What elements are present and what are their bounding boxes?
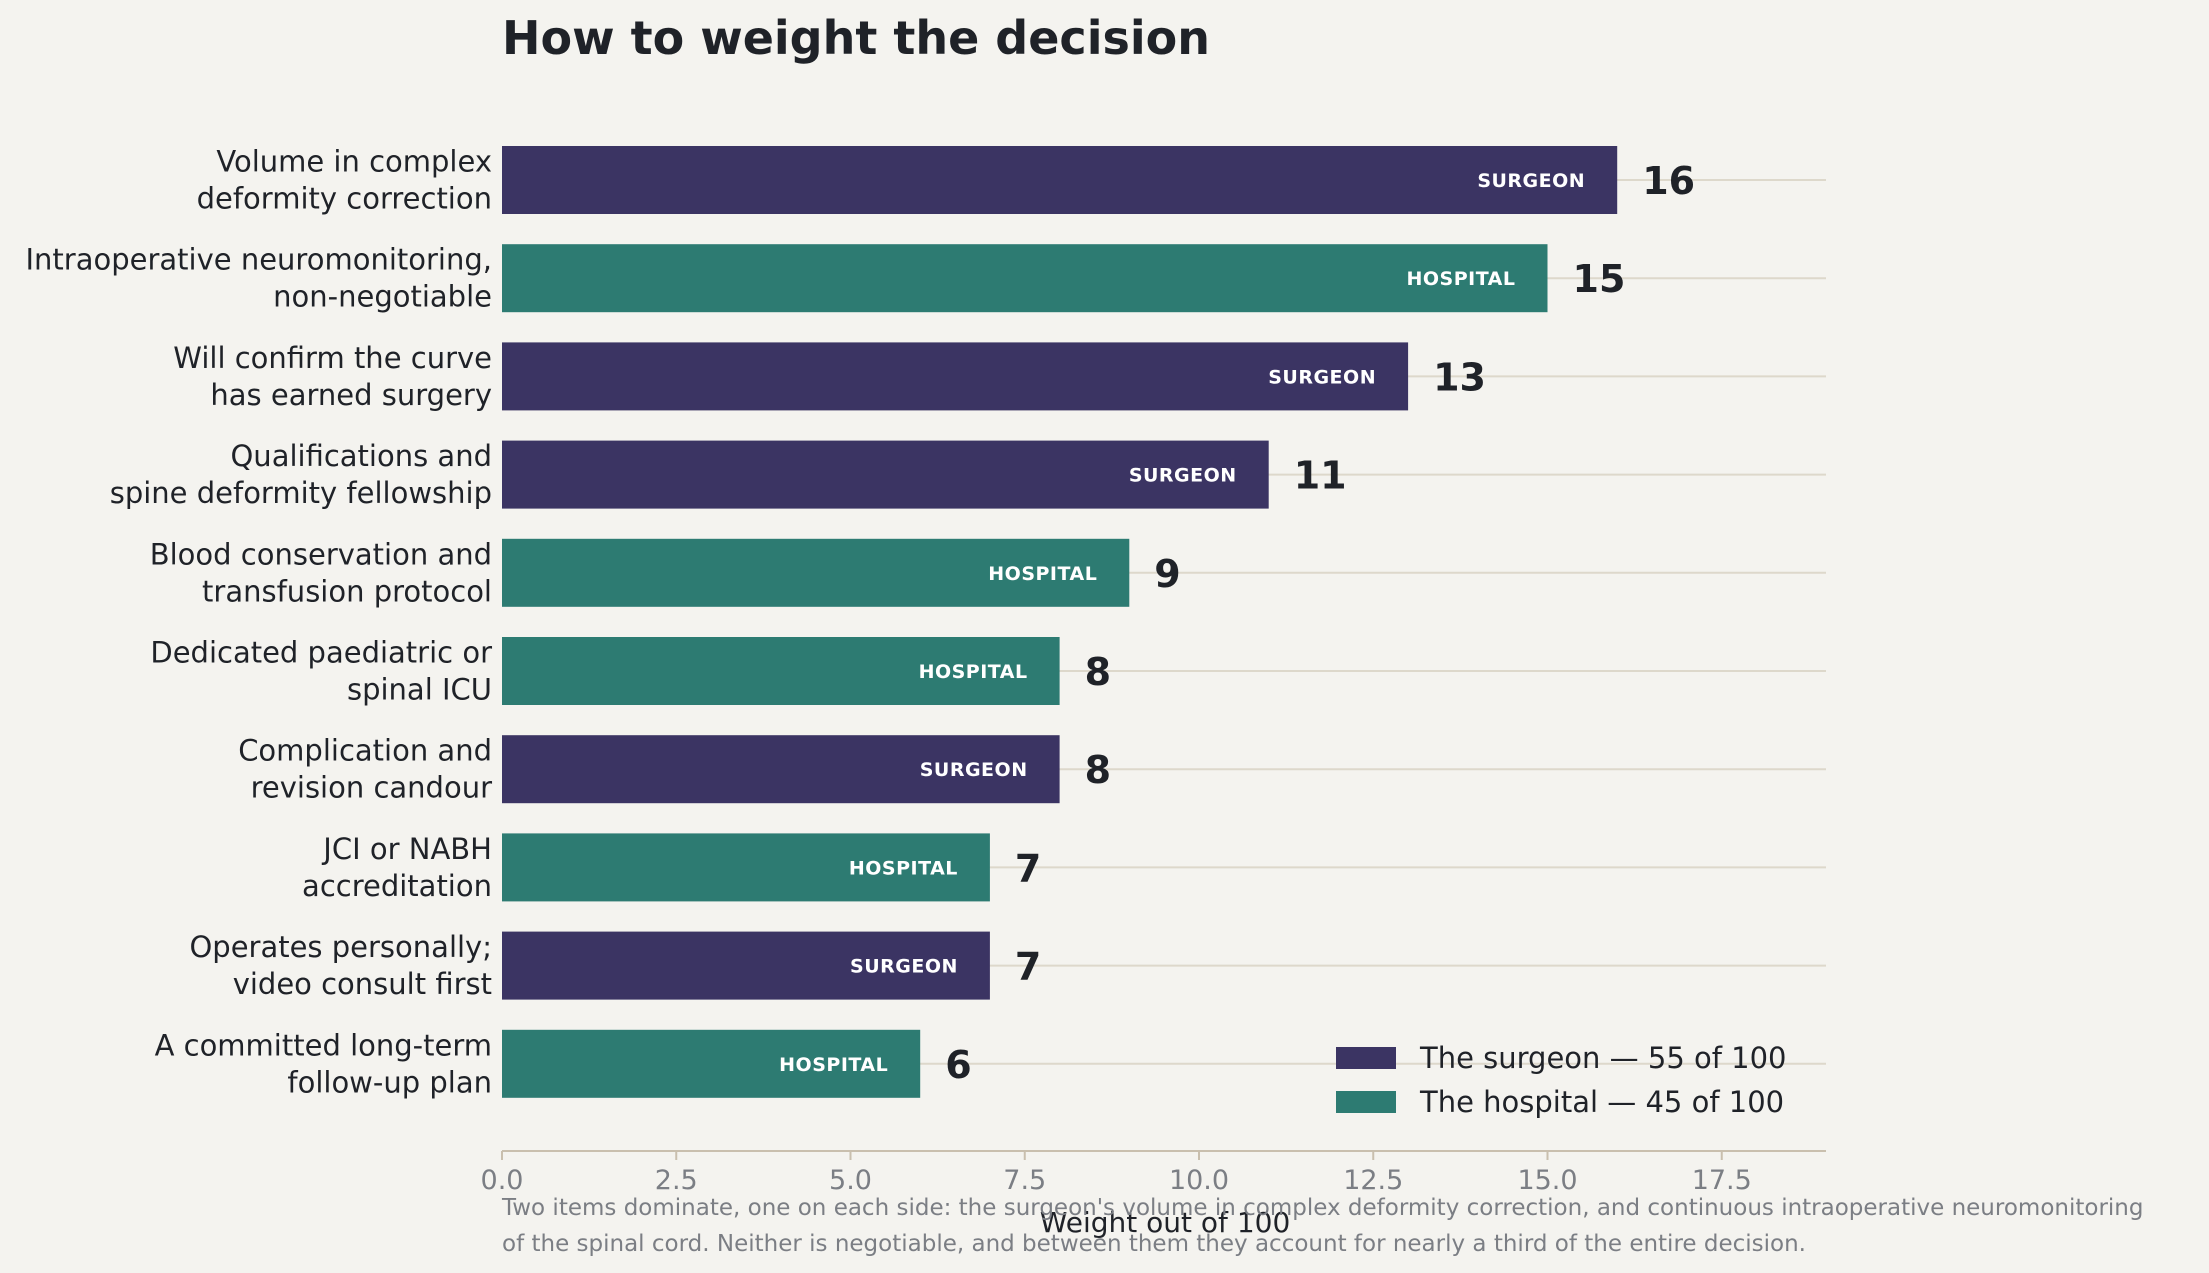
category-label: transfusion protocol <box>202 574 492 608</box>
caption-line: of the spinal cord. Neither is negotiabl… <box>502 1231 1806 1257</box>
category-label: video consult first <box>233 967 492 1001</box>
category-label: Volume in complex <box>216 145 492 179</box>
category-label: Will confirm the curve <box>173 341 492 375</box>
x-tick-label: 12.5 <box>1343 1165 1403 1196</box>
bar-surgeon <box>502 931 990 1000</box>
category-label: Qualifications and <box>230 439 492 473</box>
x-axis-label: Weight out of 100 <box>1040 1206 1291 1239</box>
bar-value-label: 8 <box>1085 748 1111 792</box>
bar-surgeon <box>502 342 1409 411</box>
category-label: A committed long-term <box>155 1028 492 1062</box>
category-label: deformity correction <box>197 182 492 216</box>
category-label: accreditation <box>302 869 492 903</box>
x-tick-label: 0.0 <box>481 1165 524 1196</box>
bar-group-tag: SURGEON <box>1268 366 1376 388</box>
bar-hospital <box>502 538 1130 607</box>
bar-surgeon <box>502 735 1060 804</box>
bar-hospital <box>502 244 1548 313</box>
bar-value-label: 6 <box>945 1043 971 1087</box>
bar-value-label: 16 <box>1642 159 1695 203</box>
bar-surgeon <box>502 440 1269 509</box>
x-tick-label: 2.5 <box>655 1165 698 1196</box>
bar-value-label: 7 <box>1015 945 1041 989</box>
bar-hospital <box>502 1029 921 1098</box>
x-axis: 0.0 2.5 5.0 7.5 10.0 12.5 15.0 17.5 <box>481 1150 1826 1196</box>
chart-title: How to weight the decision <box>502 11 1210 65</box>
bar-group-tag: HOSPITAL <box>988 563 1097 585</box>
category-label: JCI or NABH <box>321 832 492 866</box>
x-tick-label: 7.5 <box>1003 1165 1046 1196</box>
bar-group-tag: SURGEON <box>1477 170 1585 192</box>
category-label: spinal ICU <box>347 673 492 707</box>
x-tick-label: 17.5 <box>1692 1165 1752 1196</box>
category-label: follow-up plan <box>287 1065 492 1099</box>
category-label: Dedicated paediatric or <box>150 636 492 670</box>
bar-value-label: 15 <box>1573 257 1626 301</box>
legend-label-surgeon: The surgeon — 55 of 100 <box>1419 1041 1787 1075</box>
category-label: non-negotiable <box>273 280 492 314</box>
x-tick-label: 15.0 <box>1517 1165 1577 1196</box>
bar-group-tag: SURGEON <box>850 956 958 978</box>
bar-group-tag: SURGEON <box>920 759 1028 781</box>
bar-value-label: 9 <box>1154 552 1180 596</box>
caption: Two items dominate, one on each side: th… <box>501 1195 2143 1257</box>
bars: SURGEON 16 HOSPITAL 15 SURGEON 13 SURGEON 11 HOS… <box>502 146 1695 1098</box>
legend-swatch-hospital <box>1336 1091 1396 1113</box>
bar-value-label: 11 <box>1294 454 1347 498</box>
bar-hospital <box>502 637 1060 705</box>
legend-label-hospital: The hospital — 45 of 100 <box>1419 1085 1784 1119</box>
category-label: has earned surgery <box>210 378 492 412</box>
category-label: Complication and <box>238 734 492 768</box>
legend-swatch-surgeon <box>1336 1047 1396 1069</box>
bar-group-tag: SURGEON <box>1129 465 1237 487</box>
caption-line: Two items dominate, one on each side: th… <box>501 1195 2143 1221</box>
bar-hospital <box>502 833 990 902</box>
category-label: revision candour <box>251 771 492 805</box>
x-tick-label: 10.0 <box>1169 1165 1229 1196</box>
bar-group-tag: HOSPITAL <box>779 1054 888 1076</box>
bar-value-label: 13 <box>1433 355 1486 399</box>
x-tick-label: 5.0 <box>829 1165 872 1196</box>
bar-value-label: 7 <box>1015 846 1041 890</box>
category-label: Intraoperative neuromonitoring, <box>26 243 493 277</box>
legend: The surgeon — 55 of 100 The hospital — 45… <box>1336 1041 1787 1119</box>
category-label: spine deformity fellowship <box>110 476 492 510</box>
category-label: Operates personally; <box>189 930 492 964</box>
bar-group-tag: HOSPITAL <box>849 857 958 879</box>
category-label: Blood conservation and <box>150 537 492 571</box>
bar-value-label: 8 <box>1085 650 1111 694</box>
bar-group-tag: HOSPITAL <box>1406 268 1515 290</box>
bar-group-tag: HOSPITAL <box>919 661 1028 683</box>
bar-surgeon <box>502 146 1618 214</box>
